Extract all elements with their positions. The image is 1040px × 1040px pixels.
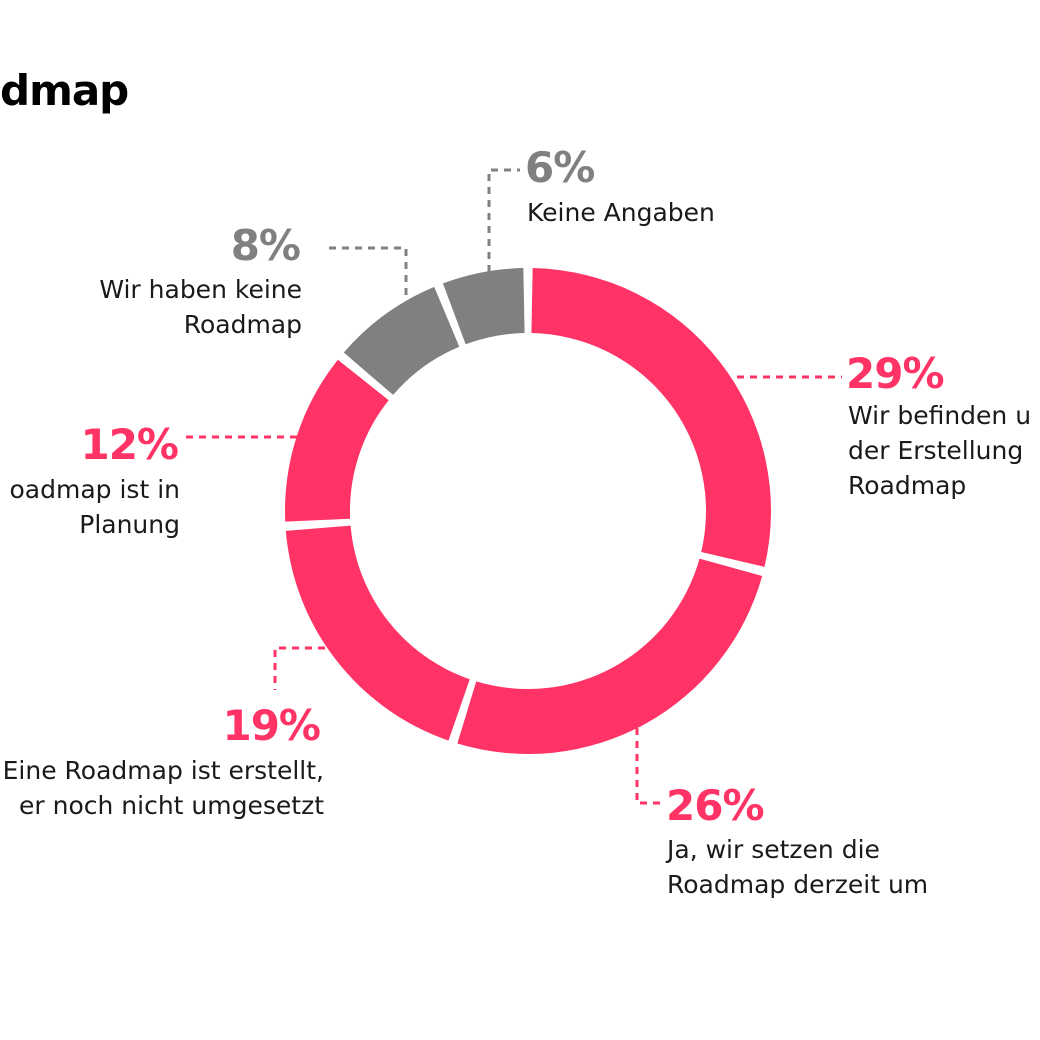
donut-slice (442, 268, 525, 345)
leader-line (635, 728, 662, 805)
slice-description-line: Wir haben keine (99, 275, 302, 304)
slice-description-label: Ja, wir setzen die Roadmap derzeit um (667, 832, 928, 902)
slice-description-line: er noch nicht umgesetzt (19, 791, 324, 820)
donut-slice (285, 359, 389, 522)
slice-description-line: Roadmap (183, 310, 302, 339)
page-title: dmap (0, 66, 129, 115)
donut-slice (343, 286, 460, 395)
slice-description-line: Eine Roadmap ist erstellt, (2, 756, 324, 785)
slice-description-line: oadmap ist in (9, 475, 180, 504)
slice-description-line: Roadmap derzeit um (667, 870, 929, 899)
slice-description-line: Planung (79, 510, 180, 539)
slice-description-line: Wir befinden u (848, 401, 1032, 430)
slice-percent-label: 8% (230, 221, 301, 270)
slice-description-label: Wir haben keine Roadmap (99, 272, 302, 342)
slice-percent-label: 29% (846, 349, 945, 398)
slice-percent-label: 12% (80, 420, 179, 469)
donut-slice (531, 268, 771, 567)
leader-line (273, 646, 325, 690)
donut-slice (457, 558, 763, 754)
slice-description-label: Keine Angaben (527, 195, 715, 230)
slice-description-line: Keine Angaben (527, 198, 715, 227)
slice-description-line: Roadmap (848, 471, 967, 500)
slice-percent-label: 6% (525, 143, 595, 192)
chart-leader-lines (182, 168, 842, 805)
slice-description-line: Ja, wir setzen die (667, 835, 880, 864)
slice-description-line: der Erstellung (848, 436, 1024, 465)
leader-line (328, 246, 408, 295)
slice-description-label: Wir befinden u der Erstellung Roadmap (848, 398, 1031, 503)
slice-description-label: oadmap ist in Planung (10, 472, 180, 542)
leader-line (487, 168, 520, 272)
slice-percent-label: 26% (666, 781, 765, 830)
slice-description-label: Eine Roadmap ist erstellt, er noch nicht… (3, 753, 324, 823)
slice-percent-label: 19% (222, 701, 321, 750)
donut-slice (285, 525, 470, 741)
chart-slices (285, 268, 771, 754)
